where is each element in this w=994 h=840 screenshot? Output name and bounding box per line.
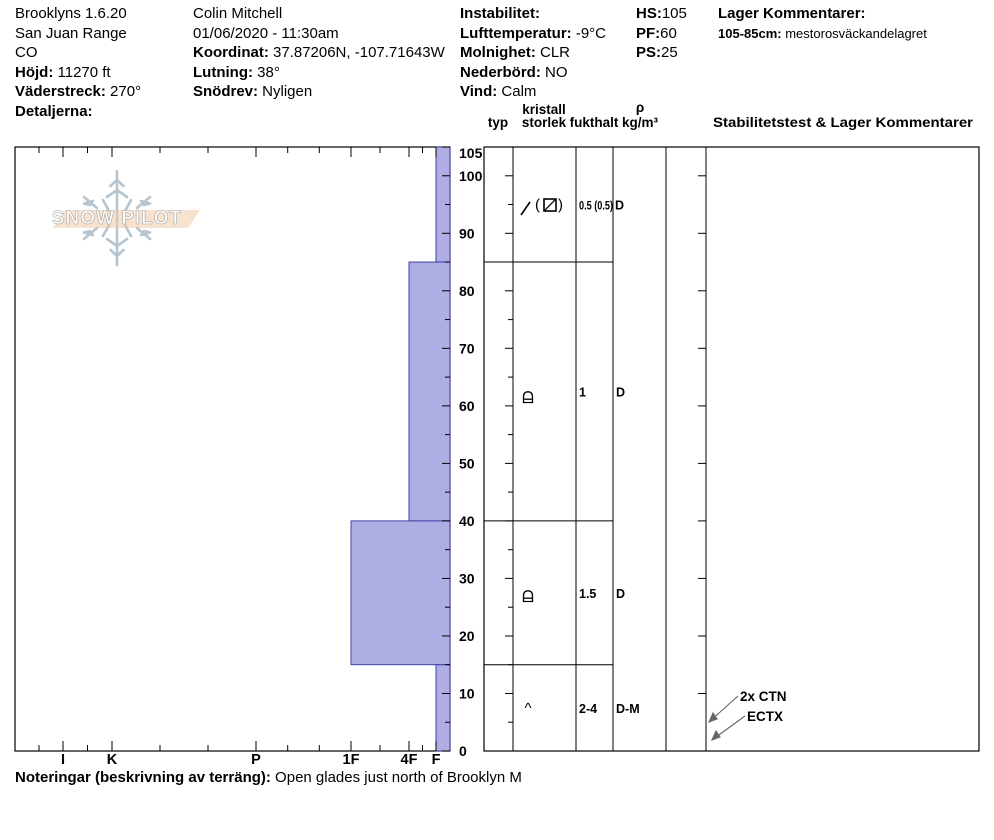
svg-text:D: D (616, 587, 625, 601)
svg-text:K: K (107, 752, 118, 768)
svg-text:50: 50 (459, 455, 475, 471)
svg-text:D: D (616, 386, 625, 400)
svg-text:105: 105 (459, 145, 483, 161)
svg-text:100: 100 (459, 168, 483, 184)
svg-text:60: 60 (459, 398, 475, 414)
svg-text:1.5: 1.5 (579, 587, 596, 601)
svg-text:storlek: storlek (522, 115, 567, 130)
svg-text:30: 30 (459, 570, 475, 586)
svg-text:40: 40 (459, 513, 475, 529)
svg-text:10: 10 (459, 685, 475, 701)
svg-text:): ) (558, 197, 563, 214)
svg-text:Stabilitetstest & Lager Kommen: Stabilitetstest & Lager Kommentarer (713, 115, 974, 130)
svg-text:D: D (615, 199, 624, 213)
svg-text:D-M: D-M (616, 702, 640, 716)
svg-text:(: ( (535, 197, 540, 214)
svg-text:1: 1 (579, 386, 586, 400)
svg-text:SNOW PILOT: SNOW PILOT (52, 208, 182, 229)
svg-text:20: 20 (459, 628, 475, 644)
svg-text:0.5 (0.5): 0.5 (0.5) (579, 199, 613, 213)
svg-text:2-4: 2-4 (579, 702, 597, 716)
svg-text:fukthalt: fukthalt (570, 115, 619, 130)
svg-text:ECTX: ECTX (747, 709, 783, 724)
svg-text:P: P (251, 752, 261, 768)
svg-text:90: 90 (459, 225, 475, 241)
svg-text:4F: 4F (401, 752, 418, 768)
svg-text:^: ^ (524, 700, 531, 717)
svg-text:0: 0 (459, 743, 467, 759)
svg-text:kg/m³: kg/m³ (622, 115, 659, 130)
svg-text:1F: 1F (343, 752, 360, 768)
svg-text:F: F (432, 752, 441, 768)
svg-text:typ: typ (488, 115, 508, 130)
svg-text:I: I (61, 752, 65, 768)
svg-text:80: 80 (459, 283, 475, 299)
svg-text:ρ: ρ (636, 100, 644, 115)
svg-text:70: 70 (459, 340, 475, 356)
svg-text:2x CTN: 2x CTN (740, 689, 787, 704)
